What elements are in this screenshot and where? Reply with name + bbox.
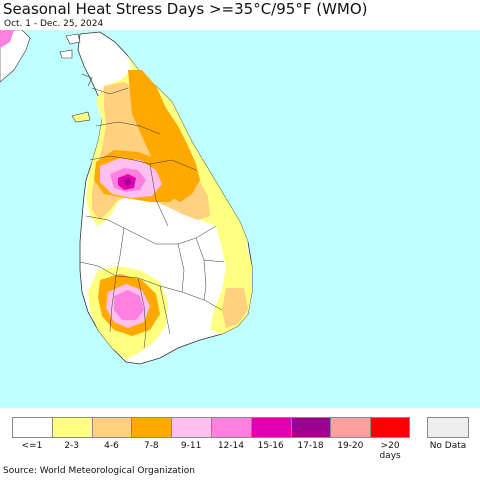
- legend-label-9: >20 days: [379, 441, 401, 461]
- heat-stress-map: [0, 30, 480, 408]
- legend-swatch-8: [330, 417, 371, 438]
- legend-no-data-swatch: [427, 417, 469, 438]
- legend-label-5: 12-14: [217, 441, 244, 451]
- legend-no-data-label: No Data: [429, 441, 467, 451]
- legend-label-4: 9-11: [180, 441, 202, 451]
- legend-label-2: 4-6: [104, 441, 119, 451]
- source-credit: Source: World Meteorological Organizatio…: [3, 466, 195, 476]
- legend-swatch-3: [131, 417, 172, 438]
- legend-labels: <=1 2-3 4-6 7-8 9-11 12-14 15-16 17-18 19-20 >20 …: [12, 441, 412, 461]
- map-title: Seasonal Heat Stress Days >=35°C/95°F (W…: [3, 0, 368, 18]
- ocean: [0, 30, 480, 408]
- legend-swatch-5: [210, 417, 251, 438]
- legend-label-8: 19-20: [337, 441, 364, 451]
- zone-12-14-south: [114, 290, 144, 320]
- legend-swatch-2: [91, 417, 132, 438]
- legend-swatch-4: [171, 417, 211, 438]
- legend-label-1: 2-3: [64, 441, 80, 451]
- legend-bar: [12, 417, 410, 439]
- india-heat-patch: [0, 30, 14, 48]
- legend-swatch-9: [370, 417, 410, 438]
- legend-label-3: 7-8: [143, 441, 159, 451]
- legend-swatch-6: [250, 417, 291, 438]
- map-subtitle: Oct. 1 - Dec. 25, 2024: [4, 19, 104, 29]
- zone-17-18-center: [123, 178, 132, 186]
- zone-4-6-east: [222, 288, 248, 328]
- legend-swatch-7: [290, 417, 331, 438]
- legend-label-0: <=1: [21, 441, 43, 451]
- legend-swatch-1: [51, 417, 92, 438]
- zone-7-8-north: [128, 70, 200, 202]
- legend-swatch-0: [12, 417, 52, 438]
- district-borders: [79, 87, 225, 349]
- northern-islands: [59, 33, 93, 87]
- legend-label-7: 17-18: [297, 441, 324, 451]
- mannar-island: [71, 111, 91, 123]
- legend-label-6: 15-16: [257, 441, 284, 451]
